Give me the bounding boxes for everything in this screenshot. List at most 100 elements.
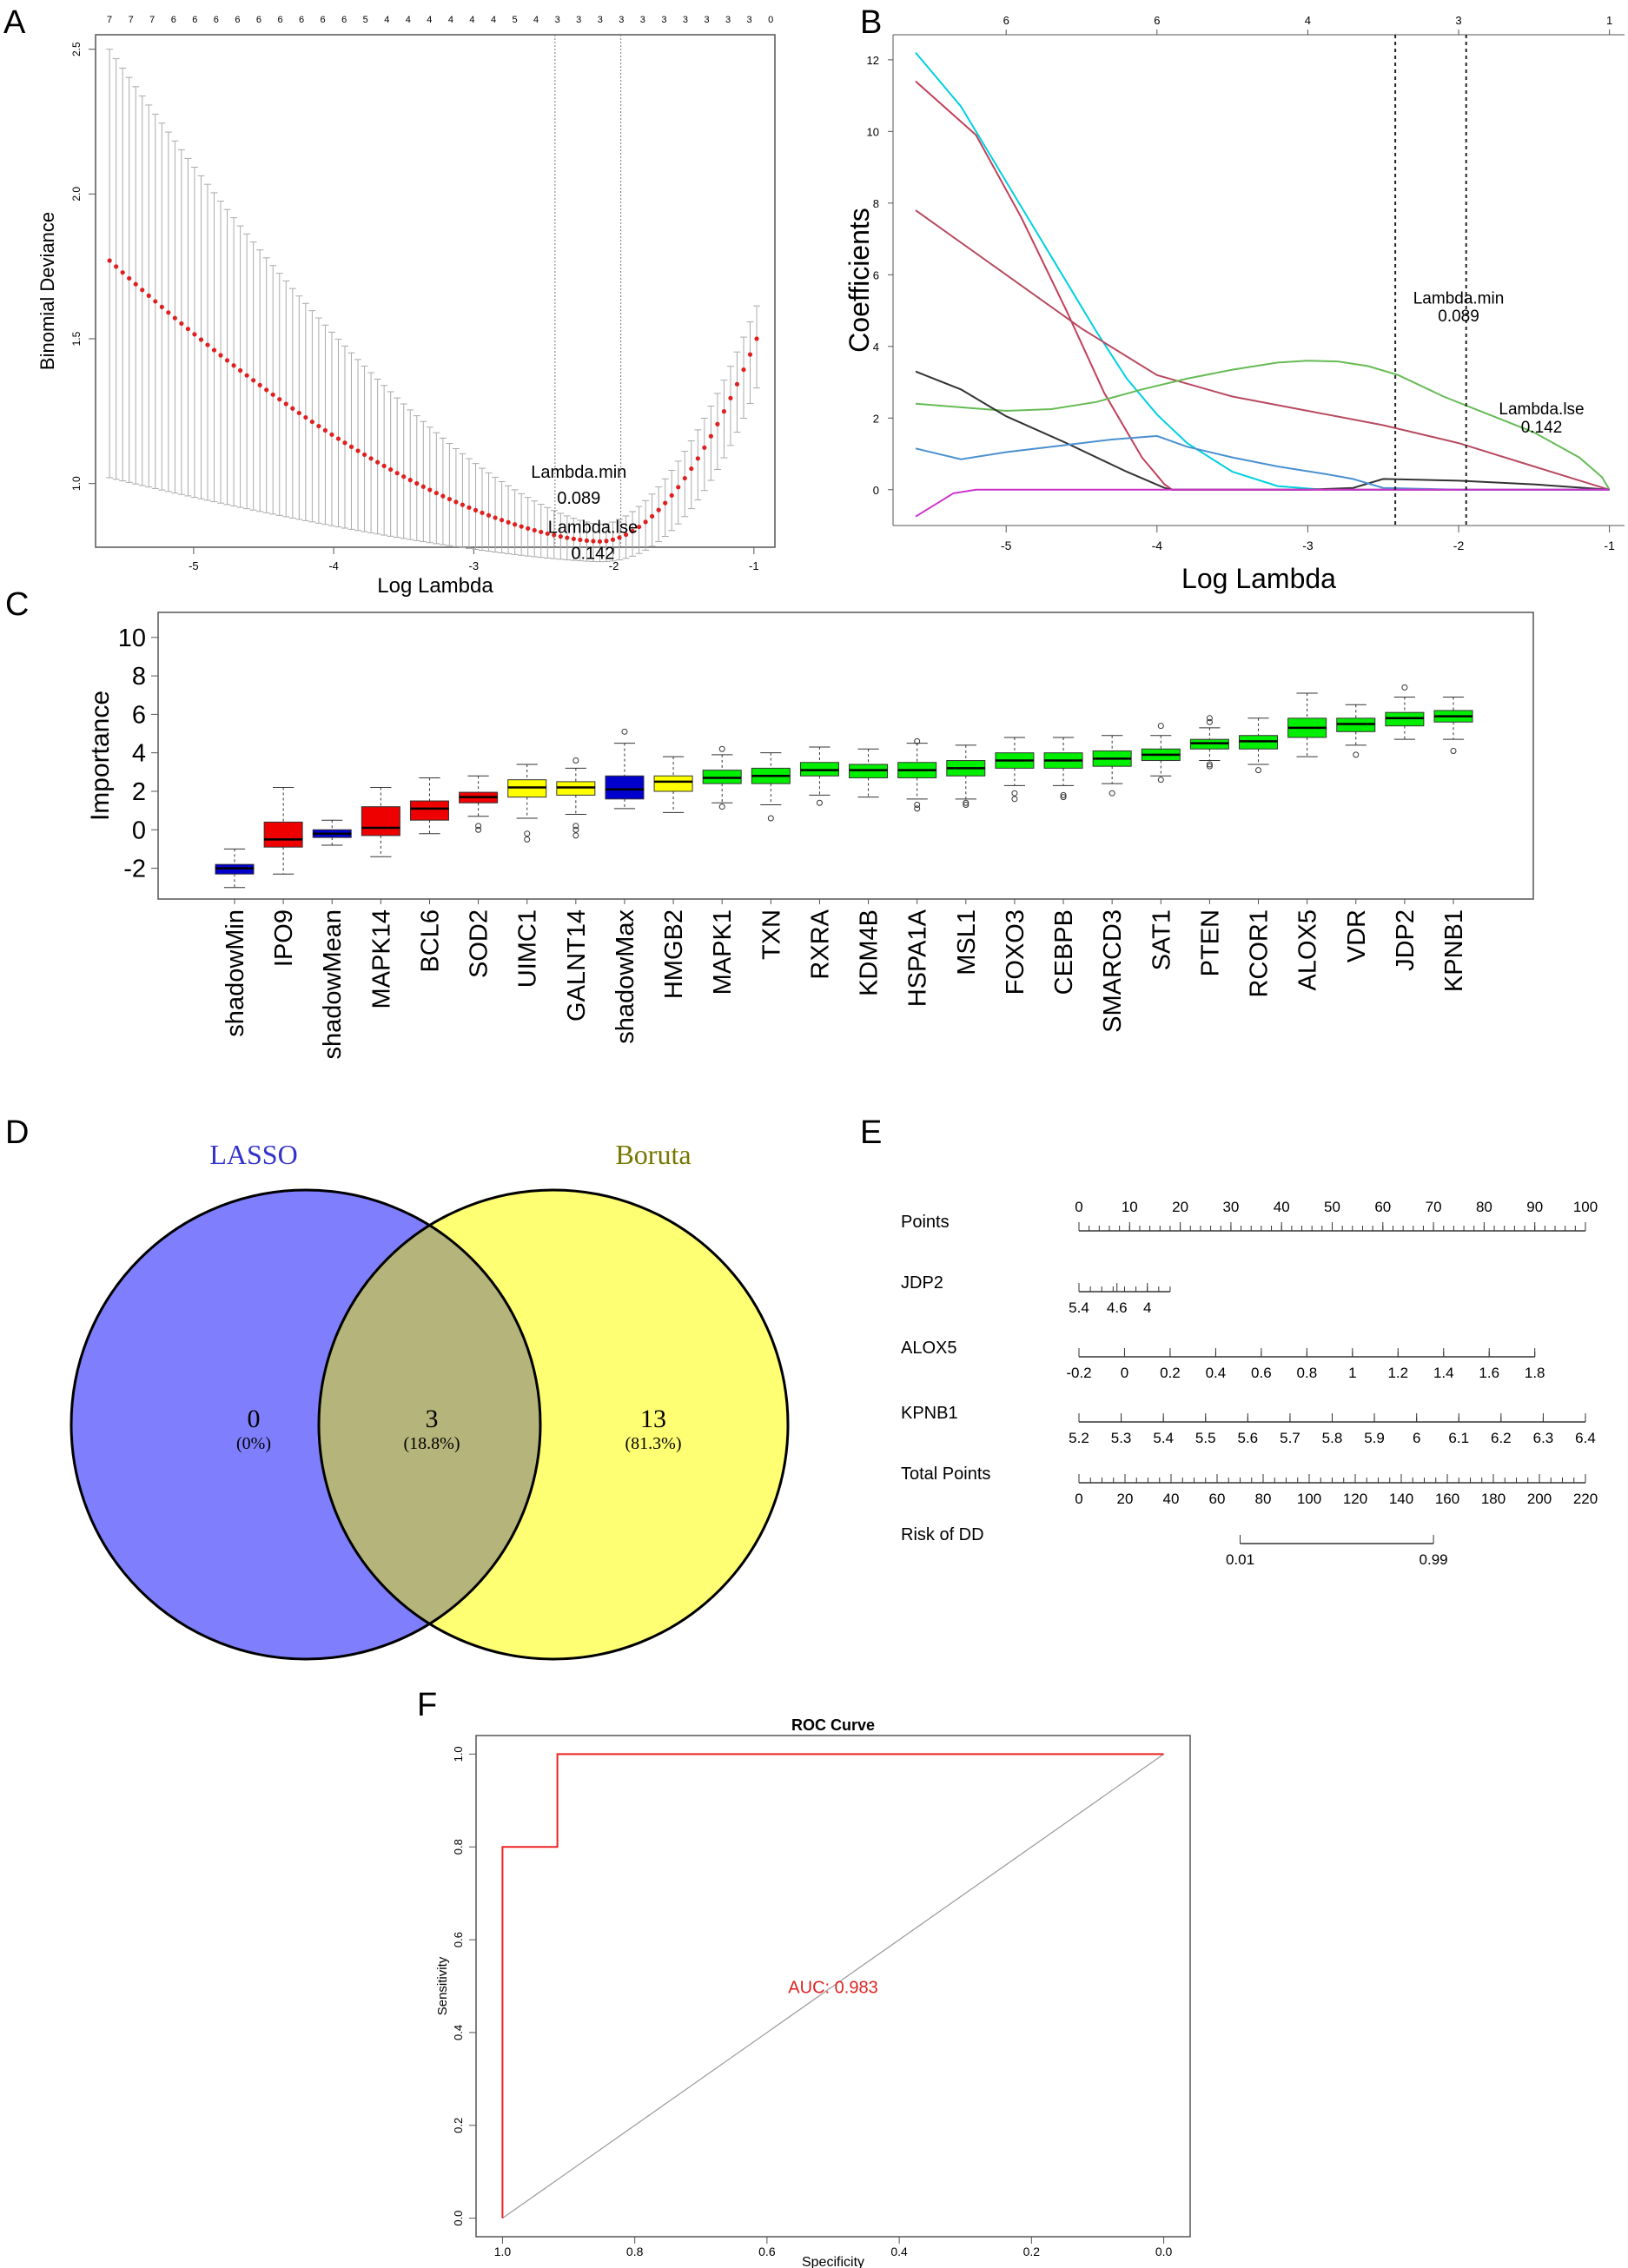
top-df-label: 4	[427, 15, 432, 25]
x-tick-label: ALOX5	[1294, 909, 1322, 991]
y-tick-label: 2	[132, 778, 146, 806]
cv-mean-point	[604, 539, 609, 544]
x-tick-label: -1	[749, 559, 759, 572]
cv-mean-point	[251, 378, 256, 383]
venn-count: 13	[640, 1405, 666, 1433]
cv-mean-point	[107, 258, 112, 263]
nomogram-tick-label: 5.3	[1111, 1430, 1132, 1446]
top-df-label: 6	[235, 15, 240, 25]
nomogram-tick-label: 1.6	[1479, 1365, 1499, 1381]
x-tick-label: JDP2	[1392, 909, 1420, 971]
x-tick-label: MAPK1	[709, 909, 737, 995]
cv-mean-point	[140, 288, 145, 293]
nomogram-tick-label: 1.2	[1387, 1365, 1408, 1381]
venn-set-label-lasso: LASSO	[209, 1139, 297, 1170]
cv-mean-point	[715, 421, 720, 426]
y-tick-label: 0.4	[452, 2025, 465, 2040]
box-HMGB2	[653, 775, 693, 792]
top-df-label: 6	[341, 15, 347, 25]
top-df-label: 3	[1455, 14, 1461, 27]
top-df-label: 4	[491, 15, 496, 25]
cv-mean-point	[519, 524, 524, 529]
cv-mean-point	[741, 367, 746, 373]
nomogram-tick-label: 140	[1389, 1491, 1413, 1507]
outlier-point	[1108, 790, 1115, 797]
top-df-label: 3	[576, 15, 581, 25]
coef-path-crimson	[915, 80, 1610, 491]
cv-mean-point	[513, 522, 518, 527]
y-tick-label: 6	[132, 701, 146, 729]
x-tick-label: VDR	[1343, 909, 1371, 962]
box-MAPK14	[361, 806, 400, 836]
cv-mean-point	[420, 484, 426, 489]
outlier-point	[1060, 794, 1067, 801]
nomogram-tick-label: 0.4	[1206, 1365, 1227, 1381]
cv-mean-point	[290, 406, 295, 411]
cv-mean-point	[637, 524, 642, 530]
cv-mean-point	[231, 363, 236, 368]
coef-path-magenta	[915, 488, 1610, 518]
cv-mean-point	[565, 535, 570, 540]
cv-mean-point	[493, 515, 498, 520]
y-tick-label: 1.5	[70, 331, 83, 346]
x-tick-label: SAT1	[1148, 909, 1175, 970]
cv-mean-point	[623, 532, 629, 538]
nomogram-row-name: ALOX5	[901, 1339, 956, 1358]
x-tick-label: -5	[1001, 539, 1012, 552]
x-tick-label: HMGB2	[660, 909, 688, 999]
top-df-label: 6	[1003, 14, 1009, 27]
plot-frame	[157, 612, 1534, 900]
cv-mean-point	[127, 275, 132, 281]
top-df-label: 7	[107, 15, 112, 25]
cv-mean-point	[656, 507, 661, 512]
nomogram-tick-label: 4	[1143, 1299, 1151, 1316]
top-df-label: 3	[704, 15, 709, 25]
cv-mean-point	[172, 315, 177, 321]
box-IPO9	[263, 821, 303, 848]
y-axis-label: Binomial Deviance	[36, 212, 58, 370]
outlier-point	[1206, 761, 1213, 768]
cv-mean-point	[643, 519, 648, 525]
top-df-label: 4	[406, 15, 411, 25]
x-tick-label: MSL1	[953, 909, 981, 975]
nomogram-tick-label: 20	[1117, 1491, 1134, 1507]
cv-mean-point	[467, 505, 472, 510]
y-tick-label: 2	[873, 412, 879, 425]
nomogram-tick-label: 160	[1435, 1491, 1459, 1507]
cv-mean-point	[277, 397, 282, 402]
panel-label-a: A	[3, 4, 26, 41]
cv-mean-point	[309, 419, 314, 425]
y-tick-label: 12	[867, 54, 879, 67]
nomogram-row-name: Points	[901, 1213, 950, 1232]
outlier-point	[1157, 777, 1164, 784]
outlier-point	[572, 823, 579, 830]
y-tick-label: 8	[873, 197, 879, 210]
outlier-point	[1255, 767, 1262, 774]
nomogram-tick-label: 0	[1075, 1491, 1082, 1507]
nomogram-tick-label: 180	[1481, 1491, 1506, 1507]
x-tick-label: TXN	[758, 909, 785, 960]
cv-mean-point	[669, 493, 674, 498]
top-df-label: 7	[149, 15, 155, 25]
coef-path-cyan	[915, 51, 1610, 491]
nomogram-tick-label: 0.01	[1226, 1551, 1254, 1568]
lambda-annotation: Lambda.lse	[548, 518, 638, 537]
box-shadowMax	[605, 775, 645, 800]
nomogram-tick-label: 6.1	[1448, 1430, 1469, 1446]
top-df-label: 4	[384, 15, 389, 25]
cv-mean-point	[708, 433, 713, 439]
nomogram-tick-label: -0.2	[1066, 1365, 1091, 1381]
y-tick-label: 10	[867, 125, 879, 138]
x-tick-label: FOXO3	[1002, 909, 1029, 995]
x-axis-label: Log Lambda	[377, 574, 493, 598]
nomogram-tick-label: 100	[1573, 1199, 1598, 1215]
cv-mean-point	[283, 401, 288, 407]
top-df-label: 3	[598, 15, 603, 25]
top-df-label: 6	[256, 15, 261, 25]
cv-mean-point	[702, 445, 707, 450]
top-df-label: 3	[683, 15, 688, 25]
cv-mean-point	[244, 373, 249, 378]
plot-frame	[475, 1735, 1191, 2238]
cv-mean-point	[348, 444, 354, 449]
